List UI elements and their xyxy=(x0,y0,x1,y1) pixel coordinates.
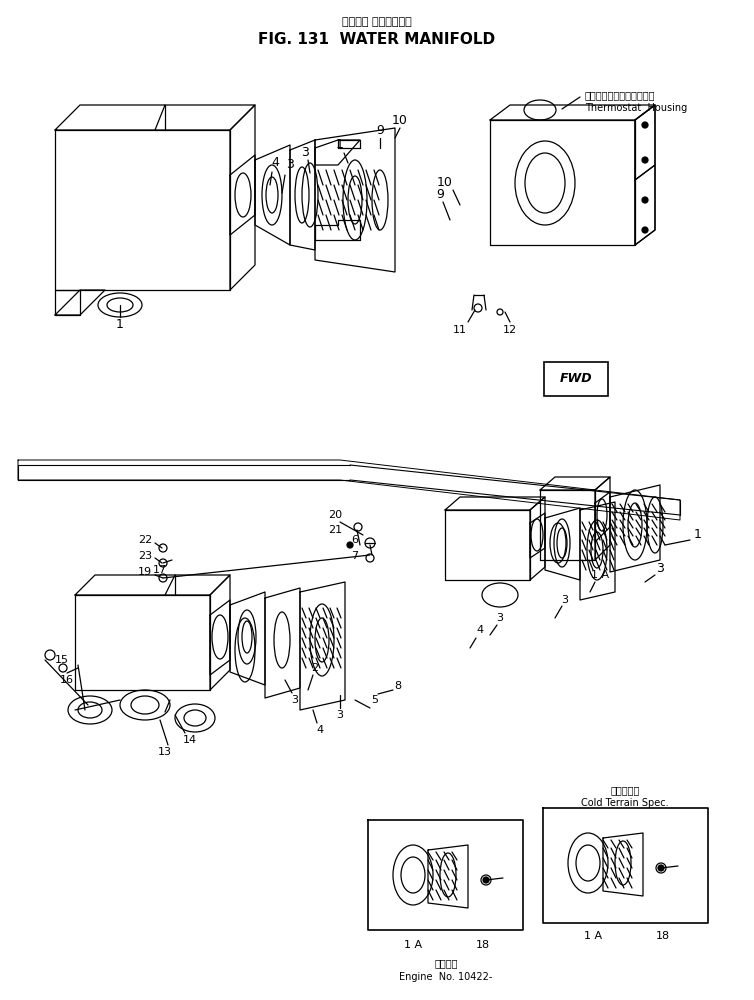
Text: 11: 11 xyxy=(453,325,467,335)
Text: 1 A: 1 A xyxy=(591,570,609,580)
Text: 12: 12 xyxy=(503,325,517,335)
Text: 15: 15 xyxy=(55,655,69,665)
Text: 3: 3 xyxy=(336,710,344,720)
Text: 22: 22 xyxy=(138,535,152,545)
Text: 4: 4 xyxy=(317,725,323,735)
Circle shape xyxy=(347,542,353,548)
Circle shape xyxy=(642,122,648,128)
Text: 4: 4 xyxy=(477,625,483,635)
Text: 4: 4 xyxy=(271,155,279,168)
Circle shape xyxy=(658,865,664,871)
Text: サーモスタットハウジング: サーモスタットハウジング xyxy=(585,90,655,100)
Text: 9: 9 xyxy=(436,188,444,202)
Text: FWD: FWD xyxy=(559,372,593,385)
Text: 20: 20 xyxy=(328,510,342,520)
Text: Thermostat  Housing: Thermostat Housing xyxy=(585,103,687,113)
Text: 13: 13 xyxy=(158,747,172,757)
Text: 14: 14 xyxy=(183,735,197,745)
Text: 3: 3 xyxy=(301,145,309,158)
Circle shape xyxy=(642,227,648,233)
Text: 17: 17 xyxy=(153,565,167,575)
Circle shape xyxy=(642,197,648,203)
Circle shape xyxy=(642,157,648,163)
Text: 3: 3 xyxy=(496,613,504,623)
Text: 23: 23 xyxy=(138,551,152,561)
Text: ウォータ マニホールド: ウォータ マニホールド xyxy=(342,17,412,27)
Text: 9: 9 xyxy=(376,123,384,136)
Text: 3: 3 xyxy=(292,695,299,705)
Text: FIG. 131  WATER MANIFOLD: FIG. 131 WATER MANIFOLD xyxy=(259,32,495,47)
Text: 3: 3 xyxy=(656,562,664,574)
Text: 1: 1 xyxy=(116,318,124,332)
Circle shape xyxy=(483,877,489,883)
Text: 2: 2 xyxy=(311,663,318,673)
Text: 7: 7 xyxy=(351,551,359,561)
Text: 8: 8 xyxy=(394,681,402,691)
Text: 10: 10 xyxy=(392,113,408,126)
Text: 3: 3 xyxy=(562,595,569,605)
Text: 1 A: 1 A xyxy=(584,931,602,941)
Text: 適用号機: 適用号機 xyxy=(434,958,458,968)
Text: 18: 18 xyxy=(476,940,490,950)
Text: 21: 21 xyxy=(328,525,342,535)
Text: Cold Terrain Spec.: Cold Terrain Spec. xyxy=(581,798,669,808)
Text: 16: 16 xyxy=(60,675,74,685)
Text: 18: 18 xyxy=(656,931,670,941)
Text: 5: 5 xyxy=(372,695,379,705)
Text: 19: 19 xyxy=(138,567,152,577)
Text: 1: 1 xyxy=(694,528,702,542)
Text: 10: 10 xyxy=(437,176,453,190)
Text: Engine  No. 10422-: Engine No. 10422- xyxy=(400,972,492,982)
Text: 寒冷地仕様: 寒冷地仕様 xyxy=(610,785,639,795)
Text: 1 A: 1 A xyxy=(404,940,422,950)
Text: 3: 3 xyxy=(286,158,294,172)
Text: 6: 6 xyxy=(351,535,358,545)
Text: 1: 1 xyxy=(336,138,344,151)
